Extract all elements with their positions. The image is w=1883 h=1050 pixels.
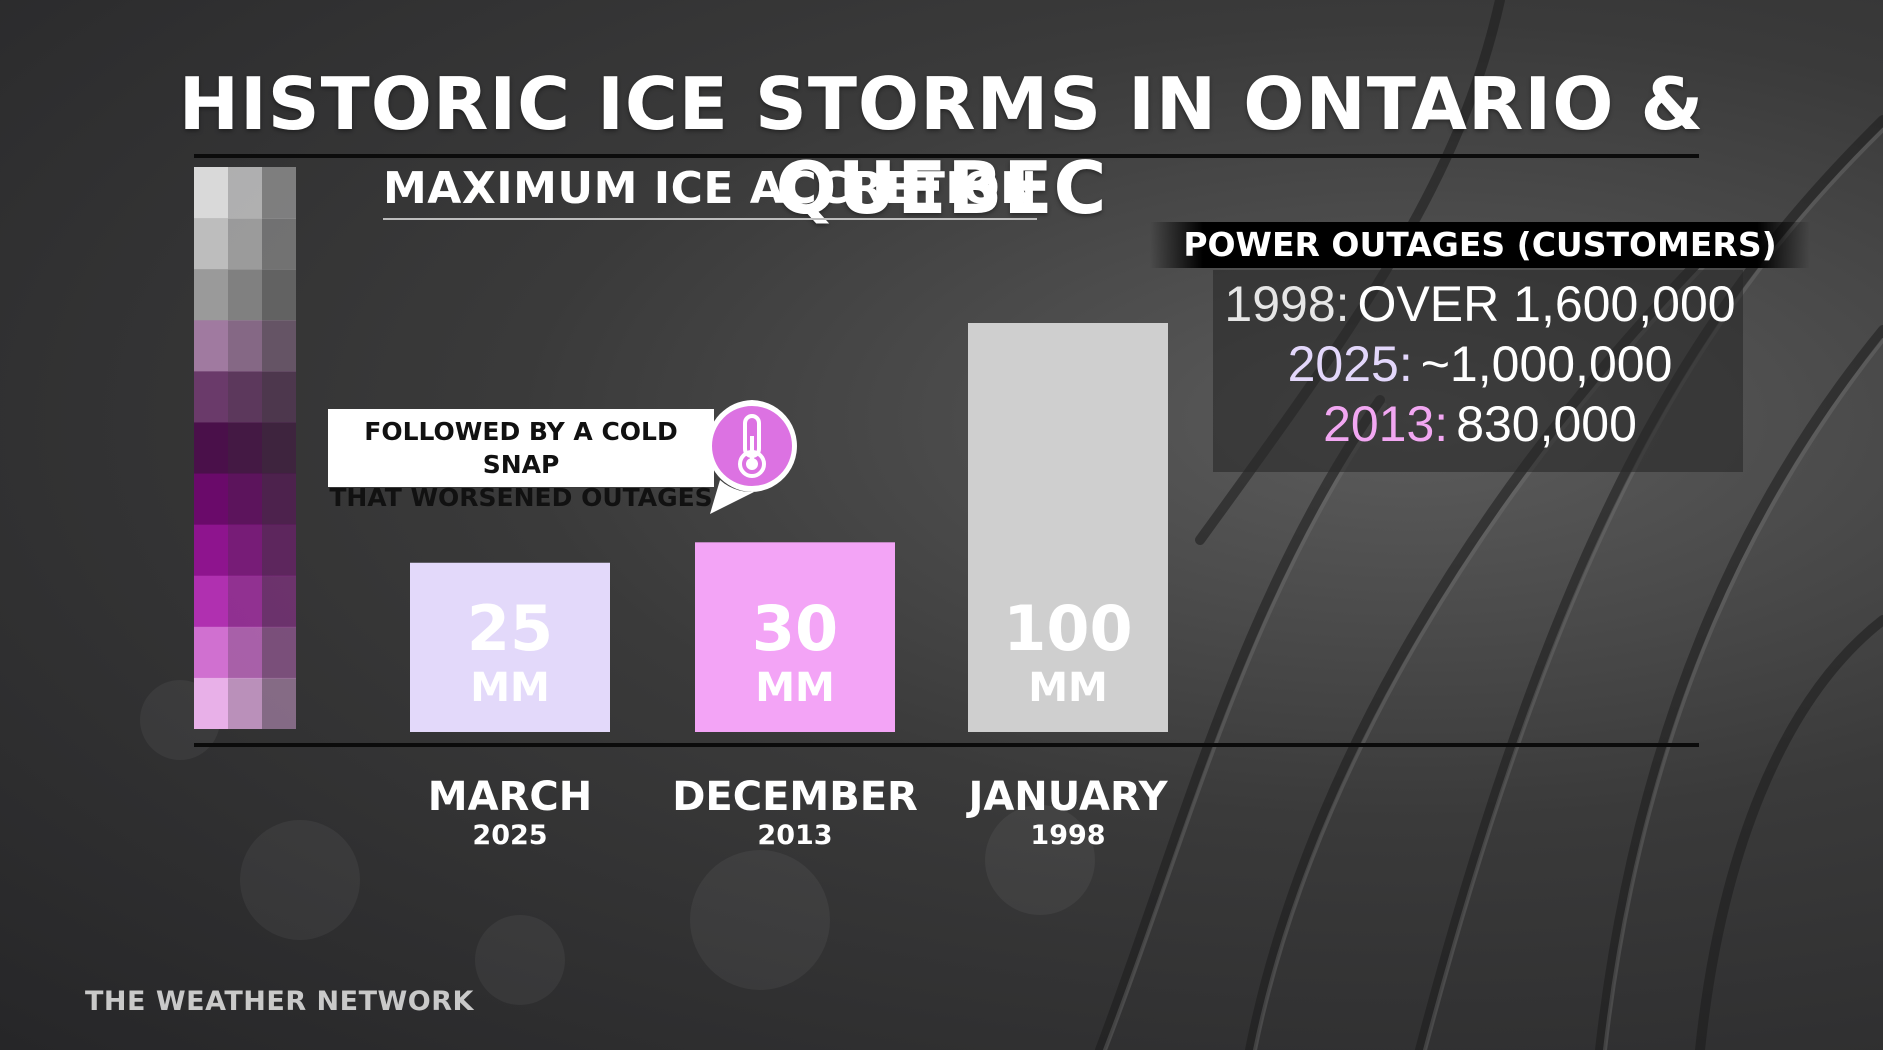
outage-value: OVER 1,600,000 <box>1357 276 1736 332</box>
outage-value: ~1,000,000 <box>1420 336 1673 392</box>
bar-unit-label: MM <box>1028 665 1108 711</box>
cold-snap-callout: FOLLOWED BY A COLD SNAP THAT WORSENED OU… <box>328 409 714 512</box>
legend-cell <box>228 575 262 628</box>
bar-unit-label: MM <box>755 665 835 711</box>
legend-cell <box>228 473 262 526</box>
legend-cell <box>194 422 228 475</box>
thermometer-icon <box>707 400 797 514</box>
bar-value-label: 30 <box>752 592 838 665</box>
legend-cell <box>194 269 228 321</box>
legend-cell <box>262 422 296 475</box>
bar-value-label: 100 <box>1003 592 1132 665</box>
category-year-label: 1998 <box>1030 820 1105 851</box>
outage-row-2013: 2013: 830,000 <box>1150 395 1810 453</box>
outage-value: 830,000 <box>1456 396 1637 452</box>
bar-2013 <box>695 542 895 732</box>
legend-cell <box>194 320 228 372</box>
outages-panel <box>1213 270 1743 472</box>
legend-cell <box>194 575 228 628</box>
legend-cell <box>194 371 228 423</box>
legend-cell <box>228 677 262 729</box>
color-scale-legend <box>194 167 296 729</box>
bar-value-label: 25 <box>467 592 553 665</box>
category-label: MARCH <box>428 774 592 820</box>
legend-cell <box>228 320 262 372</box>
legend-cell <box>262 626 296 679</box>
legend-cell <box>262 371 296 423</box>
bar-2025 <box>410 562 610 732</box>
legend-cell <box>228 422 262 475</box>
legend-cell <box>228 218 262 270</box>
brand-watermark: THE WEATHER NETWORK <box>85 986 474 1017</box>
page-title: HISTORIC ICE STORMS IN ONTARIO & QUEBEC <box>178 62 1705 230</box>
chart-subtitle: MAXIMUM ICE ACCRETION <box>383 163 1038 220</box>
legend-cell <box>262 269 296 321</box>
callout-line-2: THAT WORSENED OUTAGES <box>329 483 713 512</box>
legend-cell <box>194 524 228 577</box>
legend-cell <box>228 626 262 679</box>
legend-cell <box>194 677 228 729</box>
legend-cell <box>194 167 228 219</box>
legend-cell <box>228 269 262 321</box>
bar-unit-label: MM <box>470 665 550 711</box>
callout-line-1: FOLLOWED BY A COLD SNAP <box>364 417 678 479</box>
legend-cell <box>262 575 296 628</box>
legend-cell <box>228 167 262 219</box>
legend-cell <box>262 677 296 729</box>
legend-cell <box>262 320 296 372</box>
outages-header: POWER OUTAGES (CUSTOMERS) <box>1150 222 1810 268</box>
legend-cell <box>228 524 262 577</box>
outage-year: 1998: <box>1224 276 1350 332</box>
outage-row-2025: 2025: ~1,000,000 <box>1150 335 1810 393</box>
outage-year: 2025: <box>1287 336 1413 392</box>
category-year-label: 2025 <box>472 820 547 851</box>
category-label: DECEMBER <box>672 774 918 820</box>
chart-baseline <box>194 743 1699 747</box>
legend-cell <box>194 473 228 526</box>
legend-cell <box>228 371 262 423</box>
top-divider <box>194 154 1699 158</box>
bar-1998 <box>968 323 1168 732</box>
legend-cell <box>262 167 296 219</box>
category-year-label: 2013 <box>757 820 832 851</box>
legend-cell <box>262 524 296 577</box>
legend-cell <box>194 218 228 270</box>
category-label: JANUARY <box>965 774 1168 820</box>
outage-row-1998: 1998: OVER 1,600,000 <box>1150 275 1810 333</box>
legend-cell <box>194 626 228 679</box>
outage-year: 2013: <box>1323 396 1449 452</box>
legend-cell <box>262 218 296 270</box>
legend-cell <box>262 473 296 526</box>
